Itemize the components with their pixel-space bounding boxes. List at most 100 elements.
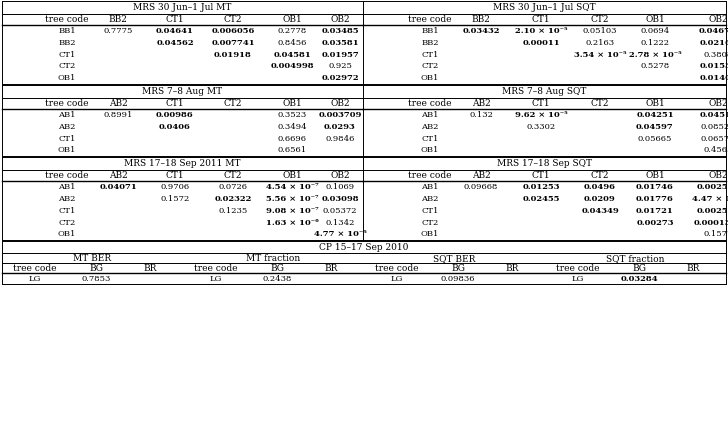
- Text: BB1: BB1: [58, 27, 76, 35]
- Text: AB1: AB1: [422, 183, 439, 191]
- Text: MRS 7–8 Aug SQT: MRS 7–8 Aug SQT: [502, 87, 587, 96]
- Text: 2.10 × 10⁻⁵: 2.10 × 10⁻⁵: [515, 27, 567, 35]
- Text: AB1: AB1: [422, 111, 439, 119]
- Text: tree code: tree code: [408, 99, 452, 108]
- Text: 0.7853: 0.7853: [82, 275, 111, 283]
- Text: 0.6561: 0.6561: [277, 146, 306, 154]
- Text: AB2: AB2: [58, 123, 76, 131]
- Text: 0.09668: 0.09668: [464, 183, 498, 191]
- Text: AB2: AB2: [58, 195, 76, 203]
- Text: 0.2778: 0.2778: [277, 27, 306, 35]
- Text: 0.3494: 0.3494: [277, 123, 306, 131]
- Text: 0.04071: 0.04071: [99, 183, 137, 191]
- Text: 0.03284: 0.03284: [620, 275, 658, 283]
- Text: 0.132: 0.132: [469, 111, 493, 119]
- Text: 0.2438: 0.2438: [262, 275, 292, 283]
- Text: 0.9846: 0.9846: [325, 134, 355, 142]
- Text: 3.54 × 10⁻⁵: 3.54 × 10⁻⁵: [574, 51, 626, 59]
- Text: 0.05103: 0.05103: [582, 27, 617, 35]
- Text: 0.00273: 0.00273: [636, 218, 673, 227]
- Text: 9.62 × 10⁻⁵: 9.62 × 10⁻⁵: [515, 111, 567, 119]
- Text: BB2: BB2: [472, 15, 491, 24]
- Text: 0.002536: 0.002536: [697, 207, 728, 215]
- Text: CT2: CT2: [422, 218, 439, 227]
- Text: LG: LG: [210, 275, 222, 283]
- Text: BG: BG: [270, 264, 284, 273]
- Text: CT1: CT1: [58, 207, 76, 215]
- Text: SQT BER: SQT BER: [433, 254, 475, 263]
- Text: 0.01957: 0.01957: [321, 51, 359, 59]
- Text: OB1: OB1: [58, 230, 76, 238]
- Text: OB2: OB2: [708, 171, 728, 180]
- Text: MRS 30 Jun–1 Jul MT: MRS 30 Jun–1 Jul MT: [133, 3, 232, 12]
- Text: AB2: AB2: [472, 171, 491, 180]
- Text: BR: BR: [687, 264, 700, 273]
- Text: 0.7775: 0.7775: [103, 27, 132, 35]
- Text: 0.04251: 0.04251: [636, 111, 674, 119]
- Text: AB2: AB2: [108, 171, 127, 180]
- Text: 0.1069: 0.1069: [325, 183, 355, 191]
- Text: BB2: BB2: [108, 15, 127, 24]
- Text: SQT fraction: SQT fraction: [606, 254, 665, 263]
- Text: 0.04562: 0.04562: [157, 39, 194, 47]
- Text: CT2: CT2: [422, 62, 439, 70]
- Text: 0.01531: 0.01531: [699, 62, 728, 70]
- Text: 0.6696: 0.6696: [277, 134, 306, 142]
- Text: OB1: OB1: [282, 99, 302, 108]
- Text: 0.02322: 0.02322: [214, 195, 252, 203]
- Text: tree code: tree code: [194, 264, 237, 273]
- Text: 0.4565: 0.4565: [703, 146, 728, 154]
- Text: BG: BG: [632, 264, 646, 273]
- Text: 0.05372: 0.05372: [323, 207, 357, 215]
- Text: 0.006056: 0.006056: [211, 27, 255, 35]
- Text: 0.00986: 0.00986: [156, 111, 194, 119]
- Text: MT fraction: MT fraction: [246, 254, 301, 263]
- Text: CT1: CT1: [166, 171, 184, 180]
- Text: CT2: CT2: [590, 99, 609, 108]
- Text: MRS 7–8 Aug MT: MRS 7–8 Aug MT: [143, 87, 223, 96]
- Text: CT1: CT1: [531, 171, 550, 180]
- Text: tree code: tree code: [13, 264, 56, 273]
- Text: 9.08 × 10⁻⁷: 9.08 × 10⁻⁷: [266, 207, 318, 215]
- Text: 0.01918: 0.01918: [214, 51, 252, 59]
- Text: CT2: CT2: [590, 15, 609, 24]
- Text: LG: LG: [28, 275, 41, 283]
- Text: 0.01253: 0.01253: [522, 183, 560, 191]
- Text: 0.1342: 0.1342: [325, 218, 355, 227]
- Text: 0.02455: 0.02455: [522, 195, 560, 203]
- Text: CP 15–17 Sep 2010: CP 15–17 Sep 2010: [320, 243, 408, 252]
- Text: tree code: tree code: [556, 264, 599, 273]
- Text: BR: BR: [325, 264, 338, 273]
- Text: CT1: CT1: [531, 99, 550, 108]
- Text: 0.0293: 0.0293: [324, 123, 356, 131]
- Text: 0.5278: 0.5278: [641, 62, 670, 70]
- Text: 0.09836: 0.09836: [441, 275, 475, 283]
- Text: OB2: OB2: [331, 99, 350, 108]
- Text: OB2: OB2: [331, 171, 350, 180]
- Text: OB2: OB2: [708, 99, 728, 108]
- Text: BG: BG: [451, 264, 465, 273]
- Text: CT1: CT1: [422, 207, 439, 215]
- Text: 0.01776: 0.01776: [636, 195, 674, 203]
- Text: AB2: AB2: [472, 99, 491, 108]
- Text: 0.1235: 0.1235: [218, 207, 248, 215]
- Text: CT2: CT2: [590, 171, 609, 180]
- Text: 0.03485: 0.03485: [321, 27, 359, 35]
- Text: OB1: OB1: [421, 230, 439, 238]
- Text: AB1: AB1: [58, 111, 76, 119]
- Text: OB1: OB1: [645, 99, 665, 108]
- Text: 0.1222: 0.1222: [641, 39, 670, 47]
- Text: OB1: OB1: [421, 74, 439, 82]
- Text: 0.04349: 0.04349: [581, 207, 619, 215]
- Text: CT1: CT1: [422, 134, 439, 142]
- Text: 0.01721: 0.01721: [636, 207, 674, 215]
- Text: OB1: OB1: [58, 146, 76, 154]
- Text: OB1: OB1: [645, 171, 665, 180]
- Text: OB1: OB1: [645, 15, 665, 24]
- Text: CT1: CT1: [166, 15, 184, 24]
- Text: BB2: BB2: [58, 39, 76, 47]
- Text: 0.00011: 0.00011: [522, 39, 560, 47]
- Text: 0.05665: 0.05665: [638, 134, 672, 142]
- Text: BB2: BB2: [422, 39, 439, 47]
- Text: OB1: OB1: [282, 15, 302, 24]
